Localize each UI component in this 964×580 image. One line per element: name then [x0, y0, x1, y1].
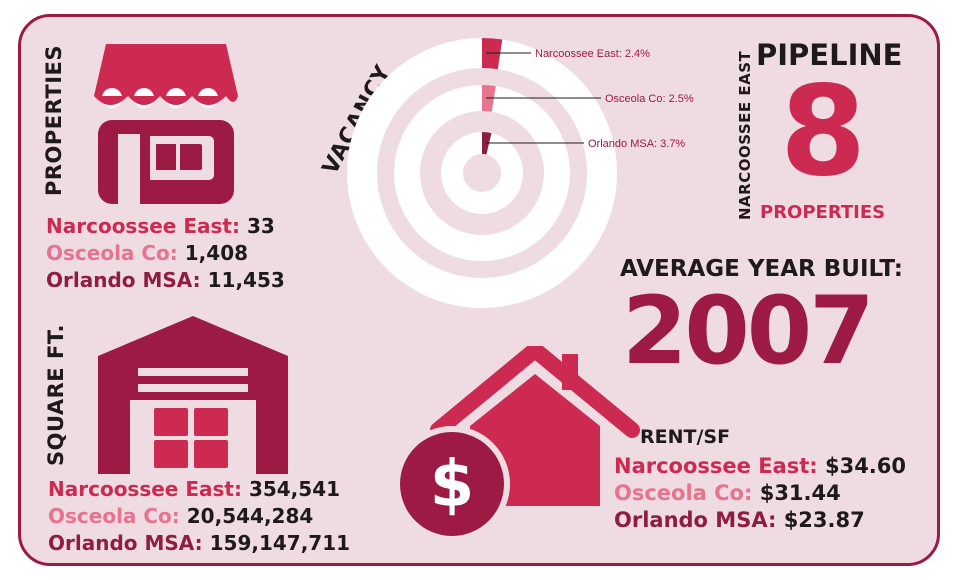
square-ft-row-0: Narcoossee East: 354,541 [48, 477, 341, 501]
properties-row-1: Osceola Co: 1,408 [46, 241, 249, 265]
properties-heading: PROPERTIES [42, 45, 66, 196]
pipeline-unit: PROPERTIES [760, 202, 886, 223]
vacancy-radial-chart: Narcoossee East: 2.4% Osceola Co: 2.5% Orl… [347, 37, 694, 308]
rent-row-2: Orlando MSA: $23.87 [614, 508, 865, 532]
house-dollar-icon: $ [394, 346, 640, 542]
rent-row-0: Narcoossee East: $34.60 [614, 454, 907, 478]
vacancy-label-2: Orlando MSA: 3.7% [588, 138, 685, 150]
square-ft-heading: SQUARE FT. [44, 324, 68, 466]
square-ft-row-2: Orlando MSA: 159,147,711 [48, 531, 351, 555]
rent-heading: RENT/SF [640, 426, 731, 448]
svg-text:$: $ [430, 448, 475, 522]
properties-row-2: Orlando MSA: 11,453 [46, 268, 285, 292]
vacancy-label-0: Narcoossee East: 2.4% [535, 48, 650, 60]
pipeline-value: 8 [780, 60, 867, 204]
year-built-value: 2007 [622, 277, 875, 386]
vacancy-arc-2 [481, 132, 492, 155]
pipeline-heading: PIPELINE [756, 38, 903, 72]
year-built-heading: AVERAGE YEAR BUILT: [620, 256, 903, 282]
pipeline-side-label: NARCOOSSEE EAST [736, 50, 754, 220]
properties-row-0: Narcoossee East: 33 [46, 214, 275, 238]
warehouse-icon [98, 316, 288, 474]
vacancy-label-1: Osceola Co: 2.5% [605, 93, 694, 105]
storefront-icon [94, 44, 238, 204]
square-ft-row-1: Osceola Co: 20,544,284 [48, 504, 314, 528]
rent-row-1: Osceola Co: $31.44 [614, 481, 841, 505]
